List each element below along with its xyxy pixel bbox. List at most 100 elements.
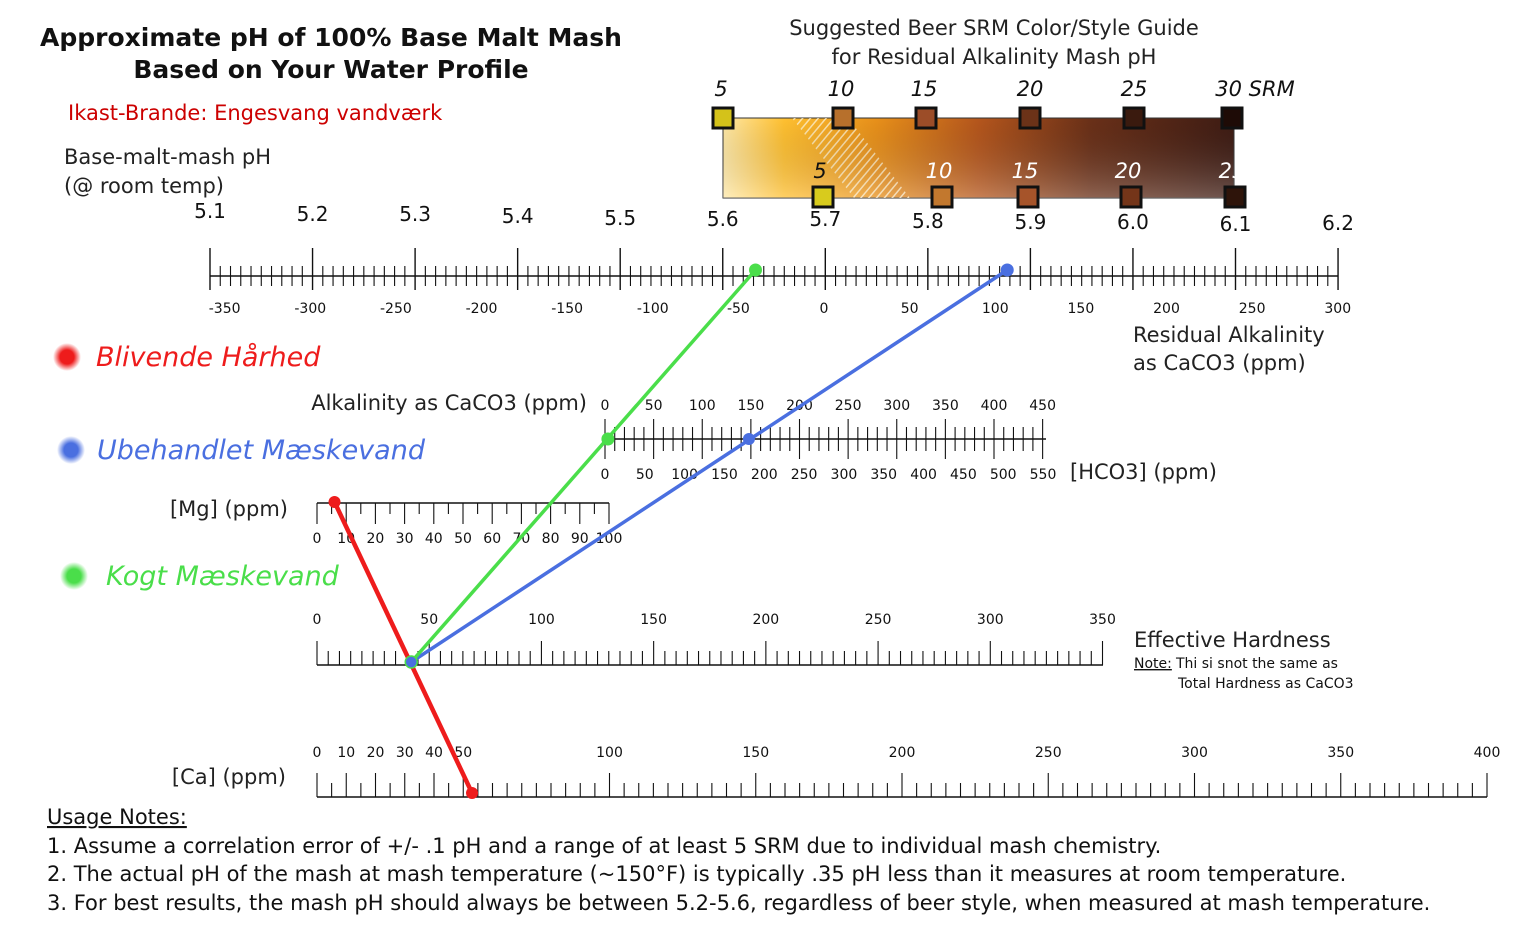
mg-tick-label: 60 — [483, 531, 501, 547]
ra-tick-label: 300 — [1324, 301, 1351, 317]
reading-line-ubehandlet — [410, 268, 1009, 664]
ca-tick-label: 10 — [337, 745, 355, 761]
hardness-tick-label: 350 — [1089, 612, 1116, 628]
alkalinity-tick-label: 50 — [645, 398, 663, 414]
mg-tick-label: 80 — [542, 531, 560, 547]
hardness-tick-label: 100 — [528, 612, 555, 628]
ca-tick-label: 30 — [396, 745, 414, 761]
ph-tick-label: 5.2 — [297, 202, 329, 226]
hardness-note-line2: Total Hardness as CaCO3 — [1177, 676, 1354, 692]
reading-point-alkalinity-kogt — [601, 432, 615, 446]
ca-tick-label: 350 — [1327, 745, 1354, 761]
ca-tick-label: 200 — [889, 745, 916, 761]
reading-line-blivende-hardhed — [332, 501, 475, 794]
srm-bottom-swatch — [930, 185, 954, 209]
reading-point-ra-ubehandlet — [1000, 263, 1014, 277]
hardness-tick-label: 300 — [977, 612, 1004, 628]
hco3-tick-label: 350 — [870, 467, 897, 483]
hco3-tick-label: 0 — [601, 467, 610, 483]
alkalinity-tick-label: 150 — [738, 398, 765, 414]
ra-tick-label: -300 — [294, 301, 326, 317]
reading-line-kogt — [409, 268, 757, 664]
srm-top-swatch — [1220, 106, 1244, 130]
alkalinity-tick-label: 100 — [689, 398, 716, 414]
srm-bottom-swatch — [1223, 185, 1247, 209]
ra-tick-label: -350 — [209, 301, 241, 317]
ca-tick-label: 250 — [1035, 745, 1062, 761]
hco3-tick-label: 400 — [910, 467, 937, 483]
srm-bottom-label: 15 — [1012, 159, 1039, 183]
ph-tick-label: 5.4 — [502, 204, 534, 228]
hco3-tick-label: 300 — [831, 467, 858, 483]
mg-tick-label: 50 — [454, 531, 472, 547]
srm-top-label: 30 SRM — [1215, 77, 1294, 101]
mg-tick-label: 20 — [366, 531, 384, 547]
srm-top-swatch — [831, 106, 855, 130]
hco3-tick-label: 50 — [636, 467, 654, 483]
hco3-tick-label: 200 — [751, 467, 778, 483]
alkalinity-axis-label: Alkalinity as CaCO3 (ppm) — [311, 391, 587, 415]
ph-tick-label: 6.2 — [1322, 211, 1354, 235]
srm-top-swatches: 5 10 15 20 25 30 SRM — [711, 77, 1295, 130]
hco3-axis-label: [HCO3] (ppm) — [1070, 460, 1217, 484]
reading-point-ra-kogt — [749, 263, 762, 277]
hardness-note-prefix: Note: — [1134, 656, 1172, 672]
ph-tick-label: 5.6 — [707, 207, 739, 231]
ra-tick-label: -200 — [466, 301, 498, 317]
srm-top-swatch — [711, 106, 735, 130]
srm-guide-title-line2: for Residual Alkalinity Mash pH — [832, 45, 1157, 69]
legend-marker-green — [60, 562, 88, 590]
usage-note-1: 1. Assume a correlation error of +/- .1 … — [47, 834, 1161, 858]
srm-color-bar — [722, 117, 1235, 199]
legend-marker-red — [53, 343, 81, 371]
srm-top-swatch — [914, 106, 938, 130]
srm-top-swatch — [1018, 106, 1042, 130]
chart-title-line1: Approximate pH of 100% Base Malt Mash — [40, 23, 622, 52]
ph-tick-label: 6.1 — [1220, 212, 1252, 236]
reading-point-alkalinity-ubehandlet — [742, 433, 755, 445]
ca-tick-label: 40 — [425, 745, 443, 761]
ra-tick-label: 200 — [1153, 301, 1180, 317]
usage-note-3: 3. For best results, the mash pH should … — [47, 891, 1430, 915]
mg-tick-label: 0 — [313, 531, 322, 547]
alkalinity-tick-label: 350 — [932, 398, 959, 414]
legend-label-ubehandlet: Ubehandlet Mæskevand — [97, 435, 426, 466]
chart-title-line2: Based on Your Water Profile — [133, 55, 528, 84]
alkalinity-tick-label: 450 — [1029, 398, 1056, 414]
hco3-tick-label: 150 — [711, 467, 738, 483]
reading-point-mg — [328, 496, 341, 508]
alkalinity-tick-label: 400 — [981, 398, 1008, 414]
usage-note-2: 2. The actual pH of the mash at mash tem… — [47, 862, 1346, 886]
srm-guide-title-line1: Suggested Beer SRM Color/Style Guide — [789, 16, 1199, 40]
hco3-tick-label: 550 — [1030, 467, 1057, 483]
legend-label-blivende-hardhed: Blivende Hårhed — [96, 342, 321, 373]
hco3-tick-label: 250 — [791, 467, 818, 483]
ph-axis-label-line2: (@ room temp) — [64, 174, 224, 198]
legend: Blivende Hårhed Ubehandlet Mæskevand Kog… — [53, 342, 426, 592]
ra-tick-label: 100 — [982, 301, 1009, 317]
srm-bottom-label: 5 — [813, 159, 826, 183]
usage-notes-heading: Usage Notes: — [47, 805, 187, 829]
ra-tick-label: -250 — [380, 301, 412, 317]
ph-tick-label: 5.9 — [1014, 210, 1046, 234]
srm-top-label: 5 — [714, 77, 727, 101]
ca-tick-label: 300 — [1181, 745, 1208, 761]
srm-top-label: 25 — [1121, 77, 1148, 101]
hardness-tick-label: 0 — [313, 612, 322, 628]
ca-tick-label: 20 — [367, 745, 385, 761]
srm-bottom-swatch — [811, 185, 835, 209]
srm-bottom-label: 25 — [1219, 159, 1246, 183]
mg-tick-label: 30 — [396, 531, 414, 547]
reading-lines — [328, 263, 1014, 799]
ra-tick-label: -150 — [551, 301, 583, 317]
reading-point-ca — [466, 787, 479, 799]
ca-tick-label: 400 — [1474, 745, 1501, 761]
ph-tick-label: 5.3 — [399, 202, 431, 226]
srm-top-label: 10 — [828, 77, 855, 101]
ra-axis-label-line1: Residual Alkalinity — [1133, 323, 1325, 347]
mg-axis: 0102030405060708090100 — [313, 502, 622, 547]
alkalinity-tick-label: 300 — [883, 398, 910, 414]
alkalinity-hco3-axis: 0501001502002503003504004500501001502002… — [601, 398, 1057, 483]
srm-bottom-label: 20 — [1115, 159, 1142, 183]
